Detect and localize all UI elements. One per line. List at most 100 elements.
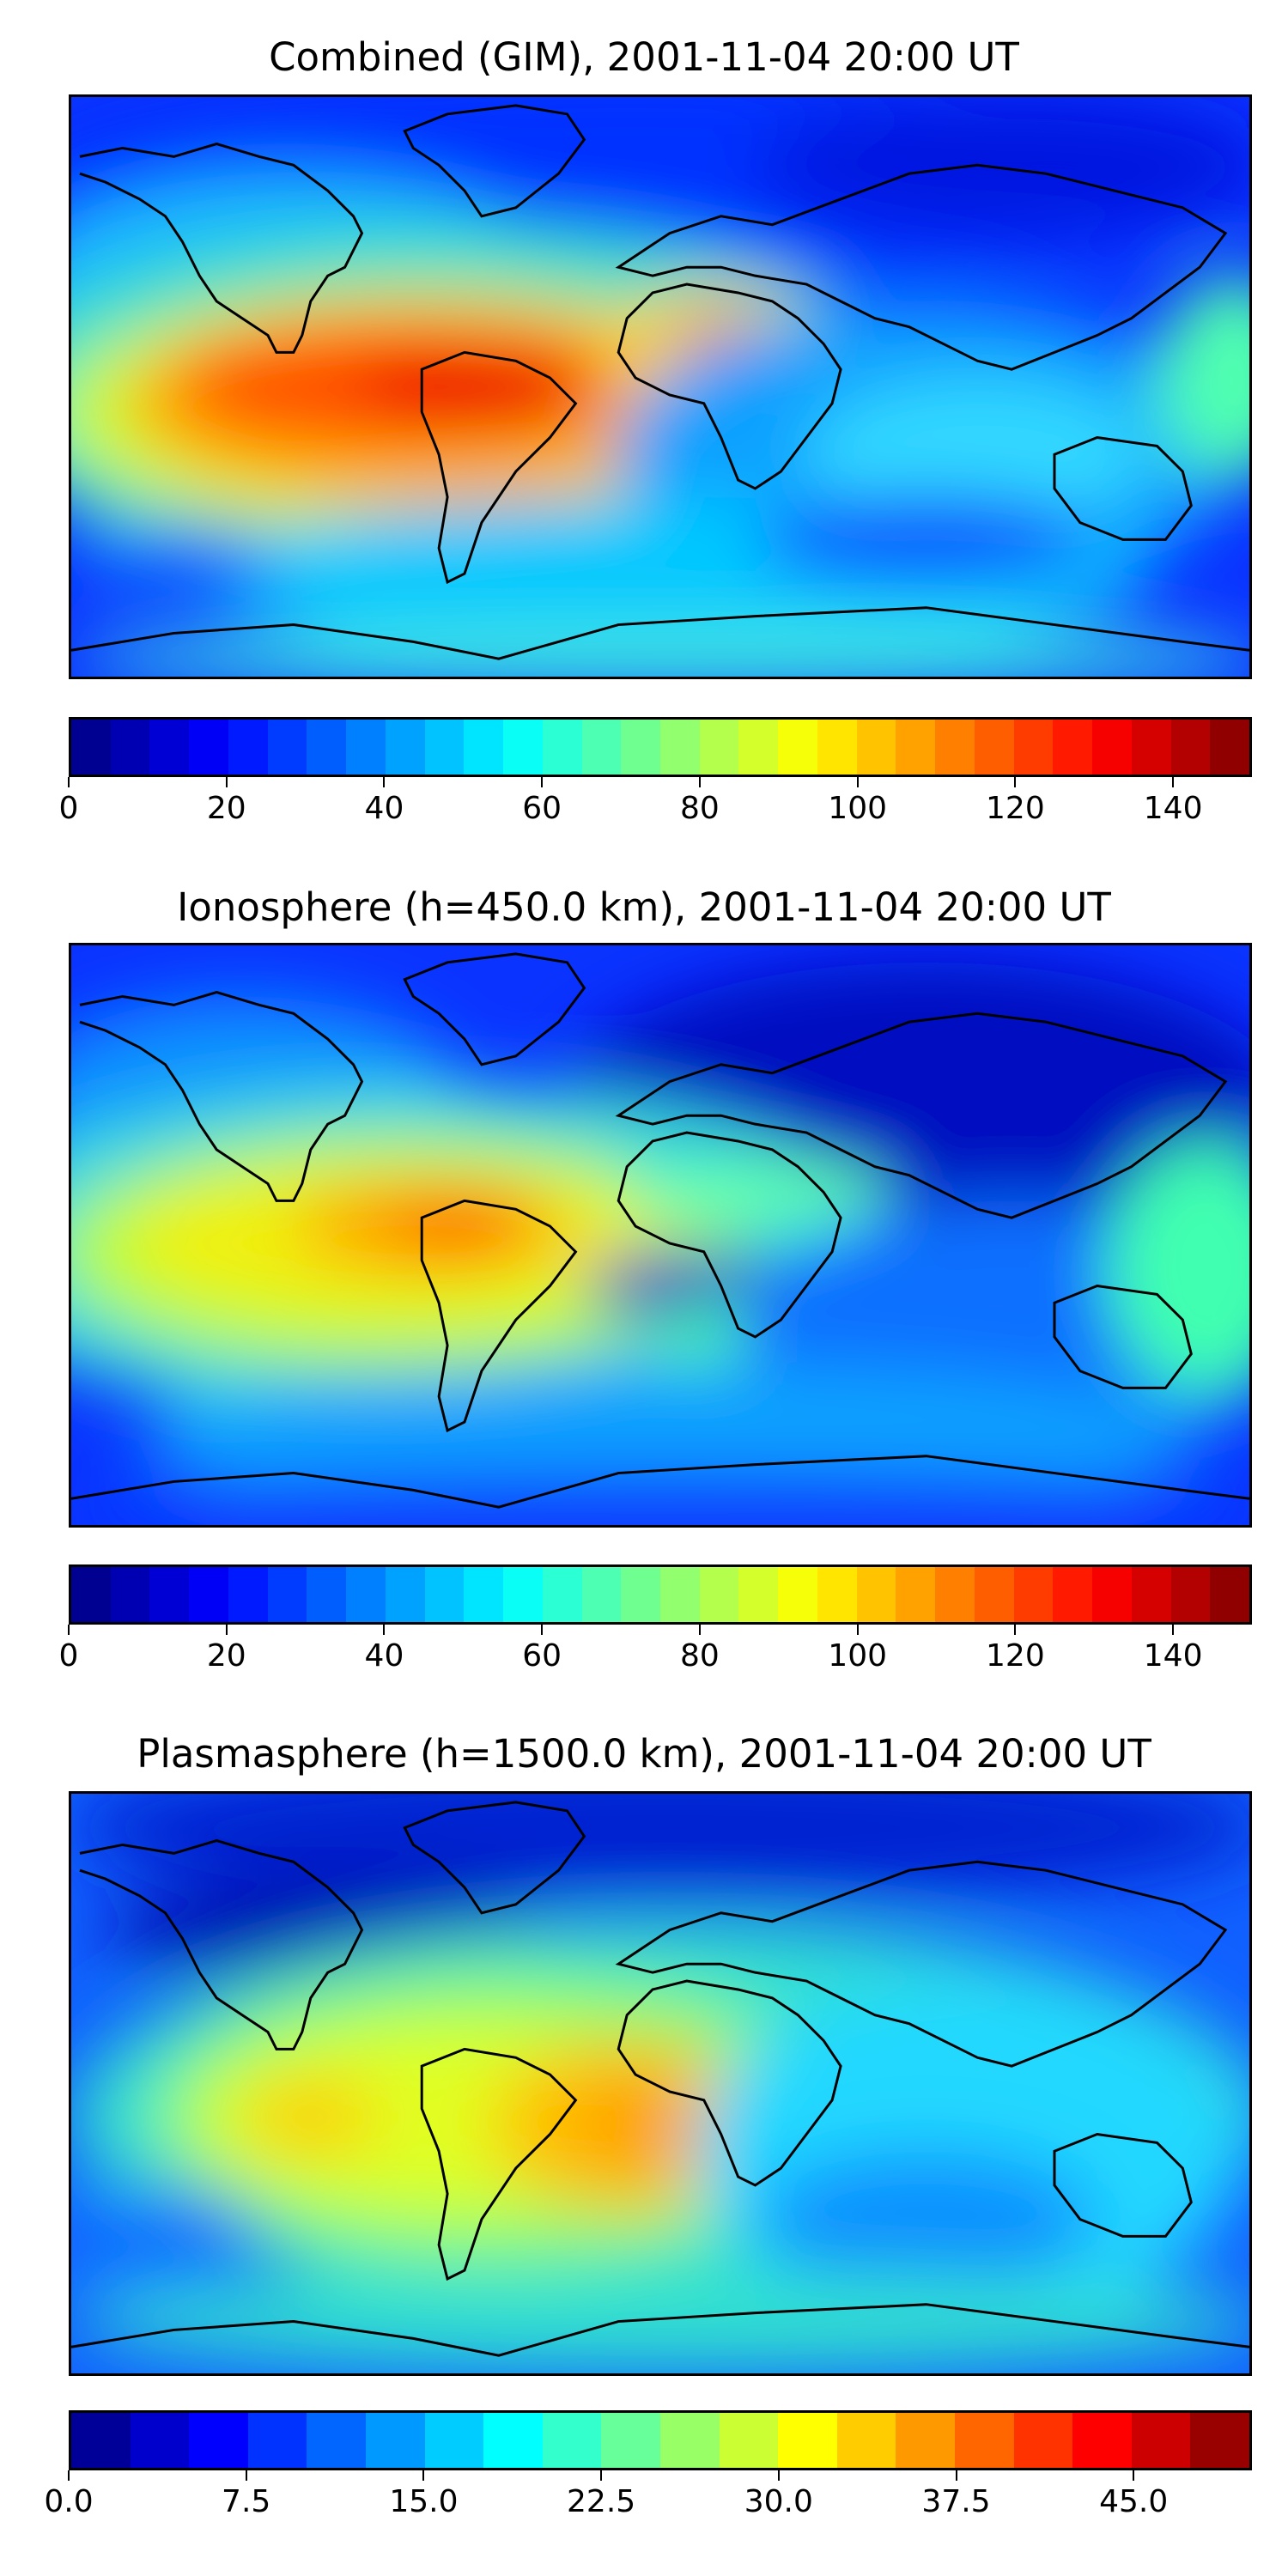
colorbar-swatch <box>1092 1567 1132 1622</box>
colorbar-swatch <box>660 720 700 775</box>
colorbar-swatch <box>778 2413 837 2468</box>
colorbar-swatch <box>581 1567 622 1622</box>
colorbar-tick-label: 100 <box>828 791 888 826</box>
colorbar-swatch <box>307 1567 347 1622</box>
colorbar-swatch <box>464 720 504 775</box>
map-plasmasphere <box>69 1791 1252 2376</box>
colorbar-tick <box>225 1625 228 1635</box>
colorbar-swatch <box>817 720 857 775</box>
colorbar-tick-label: 60 <box>522 1638 562 1674</box>
coastlines <box>71 104 1249 660</box>
colorbar-swatch <box>896 2413 955 2468</box>
colorbar-swatch <box>542 720 582 775</box>
colorbar-swatch <box>1092 720 1132 775</box>
colorbar-swatch <box>228 720 268 775</box>
colorbar-swatch <box>581 720 622 775</box>
colorbar-swatch <box>503 1567 543 1622</box>
colorbar-tick <box>245 2470 247 2481</box>
colorbar-tick <box>1014 777 1017 787</box>
colorbar-swatch <box>307 2413 366 2468</box>
colorbar-combined <box>69 717 1252 777</box>
colorbar-swatch <box>601 2413 660 2468</box>
colorbar-swatch <box>954 2413 1014 2468</box>
colorbar-tick-label: 140 <box>1143 1638 1203 1674</box>
colorbar-swatch <box>267 720 307 775</box>
colorbar-swatch <box>424 1567 465 1622</box>
colorbar-swatch <box>71 720 111 775</box>
colorbar-tick-label: 120 <box>986 791 1045 826</box>
colorbar-tick <box>1133 2470 1135 2481</box>
colorbar-tick-label: 45.0 <box>1099 2484 1169 2519</box>
colorbar-swatch <box>71 1567 111 1622</box>
colorbar-tick <box>541 777 544 787</box>
colorbar-swatch <box>189 2413 248 2468</box>
colorbar-swatch <box>699 720 739 775</box>
colorbar-tick-label: 60 <box>522 791 562 826</box>
colorbar-tick-label: 20 <box>206 1638 246 1674</box>
colorbar-swatch <box>542 2413 602 2468</box>
colorbar-tick <box>383 777 386 787</box>
colorbar-swatch <box>1072 2413 1132 2468</box>
colorbar-swatch <box>660 1567 700 1622</box>
colorbar-plasmasphere <box>69 2410 1252 2470</box>
colorbar-swatch <box>1170 1567 1211 1622</box>
colorbar-swatch <box>1190 2413 1249 2468</box>
colorbar-swatch <box>130 2413 190 2468</box>
colorbar-tick <box>1172 777 1175 787</box>
colorbar-swatch <box>110 720 150 775</box>
colorbar-swatch <box>189 1567 228 1622</box>
colorbar-swatch <box>738 1567 779 1622</box>
colorbar-tick <box>698 777 701 787</box>
colorbar-tick <box>856 1625 859 1635</box>
colorbar-tick <box>225 777 228 787</box>
colorbar-tick <box>600 2470 603 2481</box>
colorbar-tick-label: 15.0 <box>389 2484 459 2519</box>
colorbar-tick-label: 37.5 <box>921 2484 991 2519</box>
colorbar-swatch <box>896 720 936 775</box>
colorbar-tick-label: 80 <box>680 791 720 826</box>
colorbar-tick <box>856 777 859 787</box>
colorbar-swatch <box>1131 2413 1191 2468</box>
colorbar-tick <box>422 2470 425 2481</box>
colorbar-swatch <box>542 1567 582 1622</box>
colorbar-tick <box>68 2470 70 2481</box>
colorbar-swatch <box>621 1567 661 1622</box>
colorbar-swatch <box>424 2413 484 2468</box>
colorbar-tick-label: 120 <box>986 1638 1045 1674</box>
colorbar-swatch <box>836 2413 896 2468</box>
colorbar-tick-label: 80 <box>680 1638 720 1674</box>
map-combined <box>69 94 1252 679</box>
colorbar-tick <box>1172 1625 1175 1635</box>
colorbar-tick <box>1014 1625 1017 1635</box>
colorbar-swatch <box>1170 720 1211 775</box>
colorbar-swatch <box>385 1567 425 1622</box>
colorbar-swatch <box>1210 1567 1250 1622</box>
colorbar-swatch <box>1210 720 1250 775</box>
map-ionosphere <box>69 943 1252 1528</box>
colorbar-swatch <box>365 2413 425 2468</box>
colorbar-swatch <box>935 1567 975 1622</box>
colorbar-swatch <box>935 720 975 775</box>
colorbar-tick <box>955 2470 957 2481</box>
colorbar-swatch <box>1131 720 1171 775</box>
colorbar-swatch <box>856 720 896 775</box>
colorbar-swatch <box>817 1567 857 1622</box>
colorbar-tick-label: 22.5 <box>567 2484 636 2519</box>
colorbar-swatch <box>228 1567 268 1622</box>
colorbar-swatch <box>856 1567 896 1622</box>
colorbar-tick-label: 0 <box>58 1638 79 1674</box>
colorbar-swatch <box>738 720 779 775</box>
panel-title-combined: Combined (GIM), 2001-11-04 20:00 UT <box>269 34 1019 80</box>
colorbar-tick-label: 0 <box>58 791 79 826</box>
colorbar-swatch <box>778 1567 817 1622</box>
colorbar-swatch <box>149 720 190 775</box>
colorbar-swatch <box>719 2413 779 2468</box>
colorbar-tick <box>698 1625 701 1635</box>
colorbar-tick <box>541 1625 544 1635</box>
colorbar-swatch <box>385 720 425 775</box>
colorbar-swatch <box>896 1567 936 1622</box>
colorbar-swatch <box>346 1567 386 1622</box>
colorbar-swatch <box>974 720 1014 775</box>
colorbar-tick-label: 20 <box>206 791 246 826</box>
colorbar-swatch <box>149 1567 190 1622</box>
